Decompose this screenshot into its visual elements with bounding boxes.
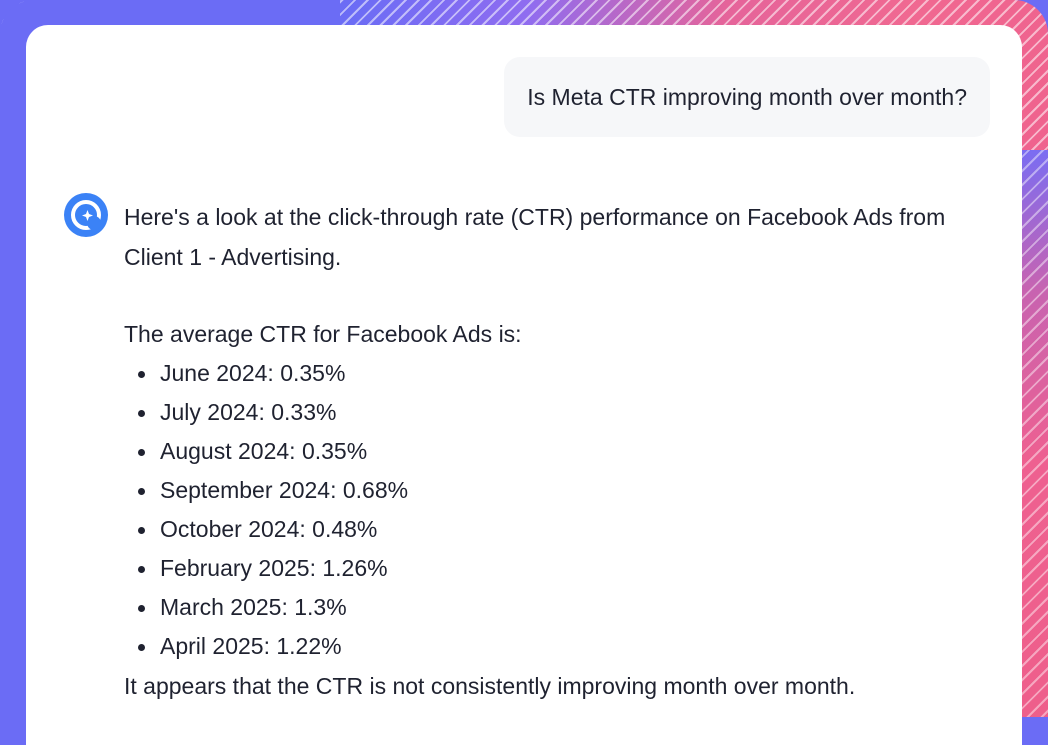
assistant-spark-icon — [64, 193, 108, 237]
assistant-message-body: Here's a look at the click-through rate … — [124, 197, 964, 706]
list-item: October 2024: 0.48% — [138, 510, 964, 549]
chat-card: Is Meta CTR improving month over month? … — [26, 25, 1022, 745]
assistant-intro-text: Here's a look at the click-through rate … — [124, 204, 946, 270]
assistant-conclusion-text: It appears that the CTR is not consisten… — [124, 673, 856, 699]
list-item: July 2024: 0.33% — [138, 393, 964, 432]
paragraph-spacer — [124, 277, 964, 314]
list-item: June 2024: 0.35% — [138, 354, 964, 393]
list-item: February 2025: 1.26% — [138, 549, 964, 588]
list-item: September 2024: 0.68% — [138, 471, 964, 510]
average-ctr-heading: The average CTR for Facebook Ads is: — [124, 321, 522, 347]
ctr-list: June 2024: 0.35% July 2024: 0.33% August… — [124, 354, 964, 666]
user-message-text: Is Meta CTR improving month over month? — [527, 83, 967, 110]
list-item: August 2024: 0.35% — [138, 432, 964, 471]
user-message-bubble: Is Meta CTR improving month over month? — [504, 57, 990, 137]
list-item: March 2025: 1.3% — [138, 588, 964, 627]
list-item: April 2025: 1.22% — [138, 627, 964, 666]
